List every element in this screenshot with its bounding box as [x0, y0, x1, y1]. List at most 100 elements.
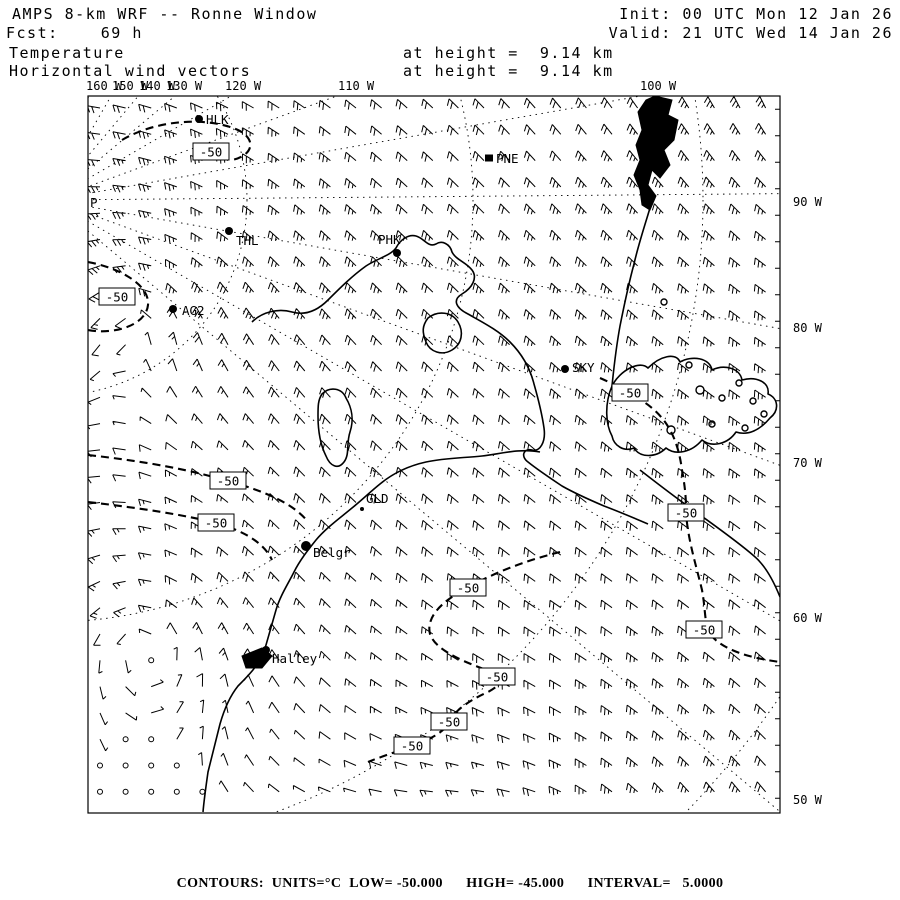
contour-label-box — [209, 471, 247, 490]
field-2-height-label: at height = 9.14 km — [403, 62, 614, 80]
longitude-axis-label: 120 W — [225, 79, 262, 93]
coastline — [611, 207, 651, 387]
longitude-axis-label: 130 W — [166, 79, 203, 93]
station-label: PHK — [378, 232, 401, 247]
map-frame — [87, 95, 781, 814]
contour-label-box — [611, 383, 649, 402]
contour-label-box — [430, 712, 468, 731]
longitude-axis-label-right: 90 W — [793, 195, 823, 209]
temperature-contour — [88, 453, 309, 523]
contour-label: -50 — [457, 581, 480, 596]
station-marker — [195, 115, 203, 123]
contour-label: -50 — [675, 506, 698, 521]
station-marker — [360, 507, 364, 511]
longitude-axis-label: 110 W — [338, 79, 375, 93]
contour-label-box — [478, 667, 516, 686]
station-label: SKY — [572, 360, 595, 375]
graticule-meridian — [88, 212, 780, 466]
contour-label-box — [449, 578, 487, 597]
contour-info-caption: CONTOURS: UNITS=°C LOW= -50.000 HIGH= -4… — [176, 876, 724, 891]
field-2-label: Horizontal wind vectors — [9, 62, 252, 80]
island — [718, 394, 726, 402]
coastline — [202, 449, 541, 813]
temperature-contour — [121, 120, 252, 162]
station-marker — [262, 646, 270, 654]
frame-ticks — [775, 108, 780, 799]
terrain-shape — [633, 96, 679, 211]
station-marker — [561, 365, 569, 373]
longitude-axis-label-right: 80 W — [793, 321, 823, 335]
contour-label-box — [667, 503, 705, 522]
longitude-axis-label: 100 W — [640, 79, 677, 93]
map-canvas: -50 -50 -50 -50 -50 -50 -50 -50 -50 -50 -50 HLK PNE T… — [86, 79, 823, 814]
contour-label-box — [197, 513, 235, 532]
graticule-meridian — [88, 206, 780, 329]
longitude-axis-label-right: 70 W — [793, 456, 823, 470]
coastline — [422, 312, 463, 354]
temperature-contour — [88, 260, 150, 333]
map-interior: -50 -50 -50 -50 -50 -50 -50 -50 -50 -50 -50 HLK PNE T… — [88, 96, 780, 813]
graticule-meridian — [88, 96, 644, 194]
longitude-axis-label: 140 W — [139, 79, 176, 93]
graticule-meridian — [88, 96, 90, 100]
contour-label: -50 — [106, 290, 129, 305]
coastline — [317, 388, 353, 468]
graticule-parallel — [271, 96, 704, 813]
init-time-label: Init: 00 UTC Mon 12 Jan 26 — [619, 5, 893, 23]
graticule-meridian — [88, 96, 339, 188]
contour-label-box — [192, 142, 230, 161]
longitude-axis-label-right: 50 W — [793, 793, 823, 807]
station-label: PNE — [496, 151, 519, 166]
station-label: GLD — [366, 491, 389, 506]
contour-label: -50 — [200, 145, 223, 160]
contour-label-box — [685, 620, 723, 639]
station-marker — [393, 249, 401, 257]
contour-label-box — [98, 287, 136, 306]
contour-label: -50 — [438, 715, 461, 730]
coastline — [605, 355, 778, 457]
station-label: Belgr — [313, 545, 351, 560]
island — [685, 361, 693, 369]
graticule-parallel — [88, 96, 248, 393]
island — [749, 397, 757, 405]
contour-label: -50 — [693, 623, 716, 638]
island — [741, 424, 749, 432]
station-label: THL — [236, 233, 259, 248]
coastline — [251, 234, 649, 525]
island — [660, 298, 668, 306]
graticule-parallel — [88, 96, 474, 621]
contour-label: -50 — [486, 670, 509, 685]
contour-label: -50 — [217, 474, 240, 489]
coastline — [639, 469, 780, 598]
contour-label-box — [393, 736, 431, 755]
longitude-axis-label: 150 W — [112, 79, 149, 93]
forecast-hour-label: Fcst: 69 h — [6, 24, 143, 42]
station-marker — [225, 227, 233, 235]
station-label: HLK — [206, 112, 229, 127]
temperature-contour — [88, 500, 273, 561]
contour-label: -50 — [619, 386, 642, 401]
station-label: AG2 — [182, 303, 205, 318]
station-label: P — [90, 195, 98, 210]
contour-label: -50 — [401, 739, 424, 754]
graticule-meridian — [88, 220, 780, 622]
station-marker — [301, 541, 311, 551]
longitude-axis-label-right: 60 W — [793, 611, 823, 625]
wind-barb-field — [88, 96, 767, 797]
station-marker — [485, 154, 493, 162]
graticule-meridian — [88, 193, 780, 201]
graticule-meridian — [88, 230, 780, 813]
island — [735, 379, 743, 387]
valid-time-label: Valid: 21 UTC Wed 14 Jan 26 — [608, 24, 893, 42]
station-marker — [169, 305, 177, 313]
field-1-height-label: at height = 9.14 km — [403, 44, 614, 62]
plot-title: AMPS 8-km WRF -- Ronne Window — [12, 5, 318, 23]
island — [708, 420, 716, 428]
station-label: Halley — [272, 651, 318, 666]
graticule-parallel — [684, 695, 780, 813]
island — [760, 410, 768, 418]
island — [695, 385, 705, 395]
field-1-label: Temperature — [9, 44, 125, 62]
contour-label: -50 — [205, 516, 228, 531]
